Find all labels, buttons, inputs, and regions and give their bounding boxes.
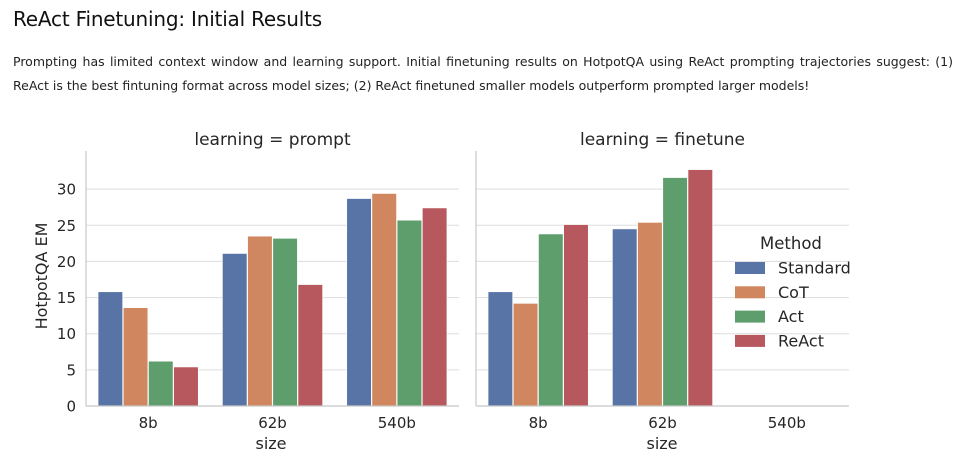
x-tick-label: 540b (378, 414, 416, 432)
y-tick-label: 15 (57, 289, 76, 307)
legend-label-act: Act (778, 307, 804, 326)
bar-cot-8b (122, 307, 149, 407)
bar-act-540b (396, 219, 423, 407)
x-tick-label: 8b (529, 414, 548, 432)
bar-cot-540b (371, 193, 397, 407)
bar-standard-540b (346, 198, 372, 407)
bar-react-62b (687, 169, 713, 407)
bar-standard-8b (487, 291, 513, 407)
x-axis-label: size (646, 434, 677, 453)
legend-label-standard: Standard (778, 259, 851, 278)
bar-act-62b (662, 177, 688, 407)
x-tick-label: 62b (648, 414, 677, 432)
faceted-bar-chart: learning = prompt 0 5 10 15 20 25 30 8b 62b 540b si… (32, 130, 851, 453)
bar-act-62b (272, 237, 298, 407)
page-title: ReAct Finetuning: Initial Results (13, 7, 322, 31)
bar-react-540b (422, 207, 448, 407)
bar-react-8b (173, 366, 199, 407)
bar-cot-8b (512, 303, 539, 407)
legend-swatch-cot (735, 286, 765, 299)
panel-title: learning = prompt (194, 130, 351, 150)
legend-label-cot: CoT (778, 283, 809, 302)
y-tick-label: 25 (57, 217, 76, 235)
bar-standard-8b (97, 291, 123, 407)
legend-label-react: ReAct (778, 331, 824, 350)
bar-standard-62b (222, 253, 248, 407)
bar-cot-62b (637, 222, 663, 407)
y-tick-label: 0 (66, 398, 76, 416)
legend-swatch-standard (735, 262, 765, 274)
legend: Method Standard CoT Act ReAct (735, 234, 851, 350)
y-tick-label: 30 (57, 181, 76, 199)
bar-cot-62b (247, 235, 273, 407)
panel-title: learning = finetune (580, 130, 745, 150)
bar-react-62b (297, 284, 323, 407)
x-axis-label: size (255, 434, 286, 453)
x-tick-label: 8b (139, 414, 158, 432)
legend-swatch-react (735, 334, 765, 347)
y-tick-label: 5 (66, 361, 76, 379)
intro-paragraph: Prompting has limited context window and… (13, 54, 953, 93)
x-tick-label: 540b (768, 414, 806, 432)
legend-swatch-act (735, 310, 765, 323)
y-tick-label: 10 (57, 325, 76, 343)
bar-act-8b (148, 360, 174, 407)
panel-1: learning = prompt 0 5 10 15 20 25 30 8b 62b 540b si… (57, 130, 459, 453)
y-axis-label: HotpotQA EM (32, 223, 51, 330)
bar-act-8b (538, 233, 564, 407)
x-tick-label: 62b (258, 414, 287, 432)
legend-title: Method (760, 234, 822, 253)
y-tick-label: 20 (57, 253, 76, 271)
bar-react-8b (563, 224, 589, 407)
bar-standard-62b (612, 228, 638, 407)
panel-2: learning = finetune 8b 62b 540b size (475, 130, 849, 453)
